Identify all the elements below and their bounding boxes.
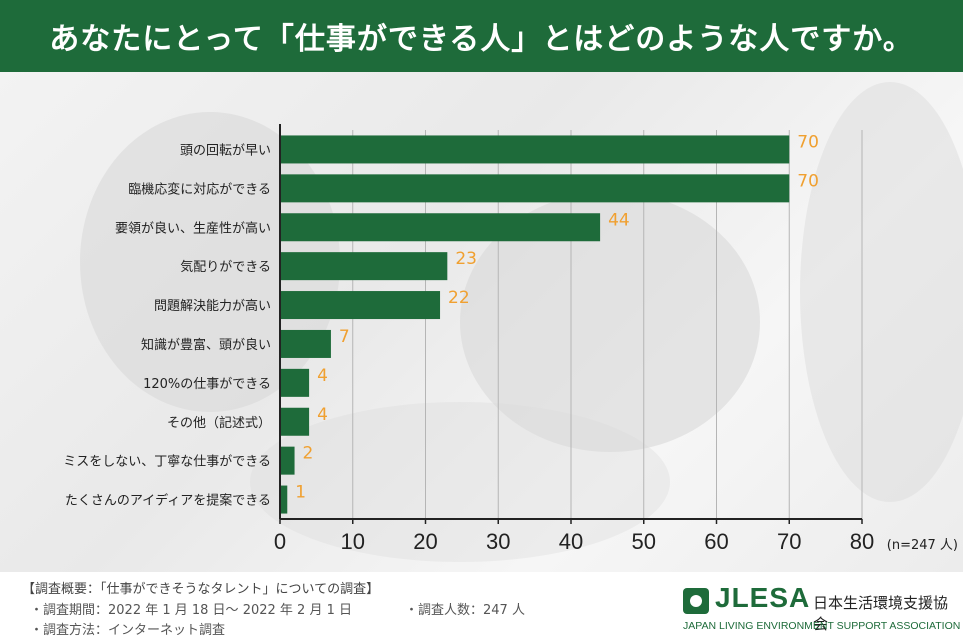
bar [280,252,448,281]
category-label: 120%の仕事ができる [143,377,271,392]
category-label: 要領が良い、生産性が高い [115,220,271,236]
category-label: その他（記述式） [167,415,271,431]
data-label: 7 [339,327,350,347]
bar [280,213,601,242]
logo-abbreviation: JLESA [715,582,811,613]
logo-japanese-name: 日本生活環境支援協会 [813,594,949,633]
data-label: 4 [317,366,328,386]
bar-chart: 70頭の回転が早い70臨機応変に対応ができる44要領が良い、生産性が高い23気配… [63,124,958,554]
x-tick-label: 50 [632,529,656,554]
data-label: 4 [317,405,328,425]
bar [280,174,790,203]
x-tick-label: 0 [274,529,286,554]
category-label: たくさんのアイディアを提案できる [65,493,271,509]
sample-size-note: (n=247 人) [887,538,958,553]
category-label: 問題解決能力が高い [154,298,271,314]
survey-method: ・調査方法：インターネット調査 [30,623,226,638]
data-label: 70 [797,132,819,152]
bar [280,446,295,475]
logo-english-name: JAPAN LIVING ENVIRONMENT SUPPORT ASSOCIA… [683,620,961,632]
data-label: 70 [797,171,819,191]
x-tick-label: 70 [777,529,801,554]
x-tick-label: 10 [341,529,365,554]
jlesa-logo: JLESA 日本生活環境支援協会 JAPAN LIVING ENVIRONMEN… [683,582,960,636]
bar [280,291,441,320]
data-label: 2 [303,444,314,464]
logo-mark-icon [683,588,709,614]
data-label: 22 [448,288,470,308]
axes: 0 10 20 30 40 50 60 70 80 (n=247 人) [274,124,958,554]
footer: 【調査概要：「仕事ができそうなタレント」についての調査】 ・調査期間：2022 … [0,572,963,643]
data-label: 23 [455,249,477,269]
survey-period: ・調査期間：2022 年 1 月 18 日～ 2022 年 2 月 1 日 [30,603,352,618]
x-tick-label: 60 [704,529,728,554]
bars: 70頭の回転が早い70臨機応変に対応ができる44要領が良い、生産性が高い23気配… [63,132,819,514]
x-tick-label: 20 [413,529,437,554]
x-tick-label: 40 [559,529,583,554]
x-tick-label: 30 [486,529,510,554]
bar [280,368,310,397]
category-label: 臨機応変に対応ができる [128,181,271,197]
chart-title-banner: あなたにとって「仕事ができる人」とはどのような人ですか。 [0,0,963,72]
data-label: 44 [608,210,630,230]
chart-title: あなたにとって「仕事ができる人」とはどのような人ですか。 [49,22,914,57]
data-label: 1 [295,483,306,503]
x-tick-label: 80 [850,529,874,554]
category-label: ミスをしない、丁寧な仕事ができる [63,454,271,470]
category-label: 頭の回転が早い [180,143,271,158]
survey-summary-title: 【調査概要：「仕事ができそうなタレント」についての調査】 [22,582,380,597]
survey-count: ・調査人数：247 人 [405,603,525,618]
bar [280,407,310,436]
bar [280,135,790,164]
bar [280,329,331,358]
bar [280,485,288,514]
category-label: 気配りができる [180,259,271,275]
category-label: 知識が豊富、頭が良い [141,337,271,353]
